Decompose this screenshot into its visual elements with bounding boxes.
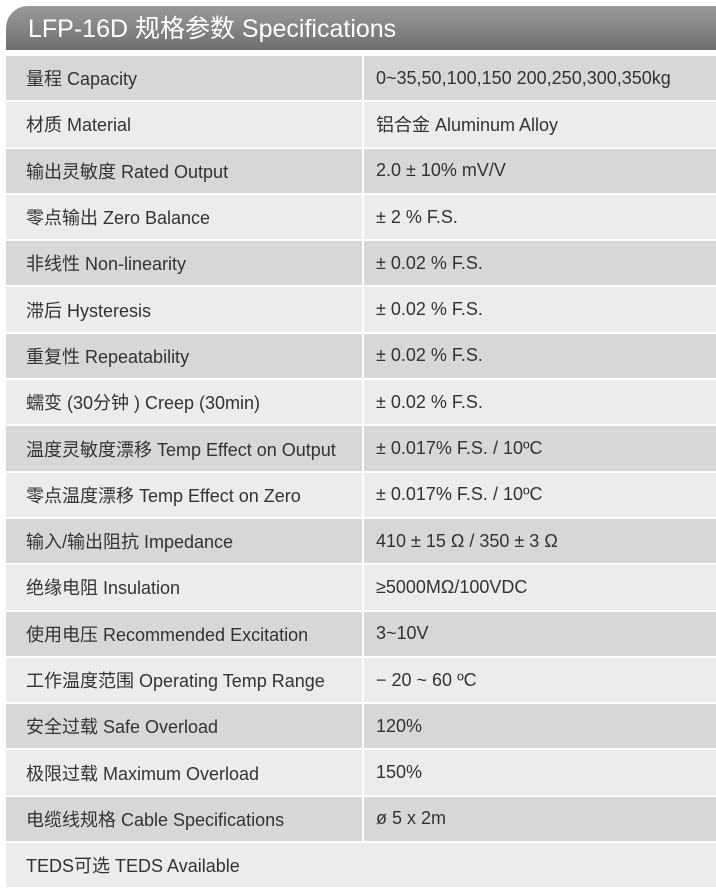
spec-value: 120%	[364, 704, 716, 749]
spec-label: 使用电压 Recommended Excitation	[6, 611, 362, 656]
spec-label: 量程 Capacity	[6, 56, 362, 101]
spec-value: − 20 ~ 60 ºC	[364, 657, 716, 703]
spec-row: 非线性 Non-linearity ± 0.02 % F.S.	[6, 241, 716, 286]
spec-value: ± 0.017% F.S. / 10ºC	[364, 426, 716, 471]
spec-value: 铝合金 Aluminum Alloy	[364, 102, 716, 147]
spec-row: 绝缘电阻 Insulation ≥5000MΩ/100VDC	[6, 565, 716, 610]
spec-label: 材质 Material	[6, 102, 362, 147]
spec-row: 使用电压 Recommended Excitation 3~10V	[6, 611, 716, 656]
spec-label: 滞后 Hysteresis	[6, 287, 362, 332]
spec-row: 零点输出 Zero Balance ± 2 % F.S.	[6, 194, 716, 240]
spec-label: 零点输出 Zero Balance	[6, 194, 362, 240]
spec-label: 工作温度范围 Operating Temp Range	[6, 657, 362, 703]
spec-value: ± 0.02 % F.S.	[364, 287, 716, 332]
spec-row: 极限过载 Maximum Overload 150%	[6, 750, 716, 795]
header-title: LFP-16D 规格参数 Specifications	[6, 6, 716, 50]
spec-table: 量程 Capacity 0~35,50,100,150 200,250,300,3…	[6, 56, 716, 889]
spec-row: 量程 Capacity 0~35,50,100,150 200,250,300,3…	[6, 56, 716, 101]
spec-value: 0~35,50,100,150 200,250,300,350kg	[364, 56, 716, 101]
spec-label: 零点温度漂移 Temp Effect on Zero	[6, 472, 362, 517]
spec-label: 安全过载 Safe Overload	[6, 704, 362, 749]
spec-row: 安全过载 Safe Overload 120%	[6, 704, 716, 749]
spec-value: ± 0.02 % F.S.	[364, 333, 716, 379]
spec-row: 输入/输出阻抗 Impedance 410 ± 15 Ω / 350 ± 3 Ω	[6, 518, 716, 564]
spec-row: 材质 Material 铝合金 Aluminum Alloy	[6, 102, 716, 147]
spec-row: 滞后 Hysteresis ± 0.02 % F.S.	[6, 287, 716, 332]
spec-label: 温度灵敏度漂移 Temp Effect on Output	[6, 426, 362, 471]
spec-row: 工作温度范围 Operating Temp Range − 20 ~ 60 ºC	[6, 657, 716, 703]
spec-label: 电缆线规格 Cable Specifications	[6, 796, 362, 842]
spec-value: ø 5 x 2m	[364, 796, 716, 842]
spec-row: 电缆线规格 Cable Specifications ø 5 x 2m	[6, 796, 716, 842]
spec-label: 蠕变 (30分钟 ) Creep (30min)	[6, 380, 362, 425]
spec-label: 输入/输出阻抗 Impedance	[6, 518, 362, 564]
spec-row: 蠕变 (30分钟 ) Creep (30min) ± 0.02 % F.S.	[6, 380, 716, 425]
spec-value: ≥5000MΩ/100VDC	[364, 565, 716, 610]
spec-value: 410 ± 15 Ω / 350 ± 3 Ω	[364, 518, 716, 564]
spec-label: 绝缘电阻 Insulation	[6, 565, 362, 610]
spec-value: 3~10V	[364, 611, 716, 656]
spec-value: 2.0 ± 10% mV/V	[364, 148, 716, 193]
spec-row: TEDS可选 TEDS Available	[6, 843, 716, 888]
spec-value: ± 2 % F.S.	[364, 194, 716, 240]
spec-label: 重复性 Repeatability	[6, 333, 362, 379]
spec-label: 极限过载 Maximum Overload	[6, 750, 362, 795]
spec-label: 非线性 Non-linearity	[6, 241, 362, 286]
spec-value: ± 0.017% F.S. / 10ºC	[364, 472, 716, 517]
spec-row: 零点温度漂移 Temp Effect on Zero ± 0.017% F.S. …	[6, 472, 716, 517]
spec-row: 重复性 Repeatability ± 0.02 % F.S.	[6, 333, 716, 379]
spec-label: 输出灵敏度 Rated Output	[6, 148, 362, 193]
spec-label: TEDS可选 TEDS Available	[6, 843, 716, 888]
spec-row: 温度灵敏度漂移 Temp Effect on Output ± 0.017% F.…	[6, 426, 716, 471]
spec-value: ± 0.02 % F.S.	[364, 380, 716, 425]
spec-value: ± 0.02 % F.S.	[364, 241, 716, 286]
spec-row: 输出灵敏度 Rated Output 2.0 ± 10% mV/V	[6, 148, 716, 193]
spec-value: 150%	[364, 750, 716, 795]
